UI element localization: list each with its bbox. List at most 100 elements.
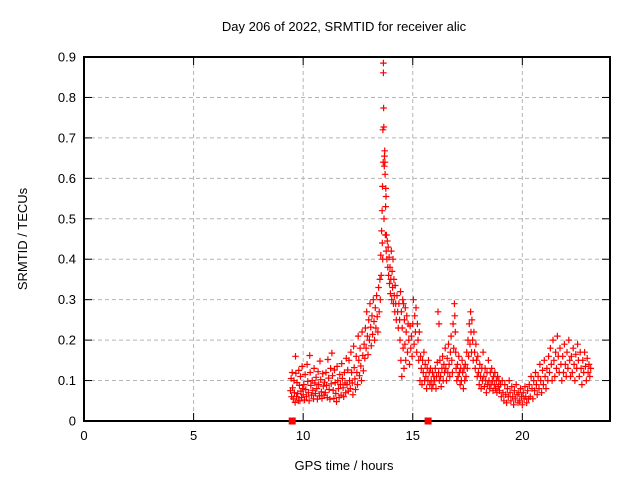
data-point xyxy=(451,300,458,307)
data-point xyxy=(471,348,478,356)
data-point xyxy=(375,308,383,316)
data-point xyxy=(386,264,394,271)
data-point xyxy=(531,387,538,394)
data-point xyxy=(568,353,575,360)
data-point xyxy=(382,185,390,192)
data-point xyxy=(358,328,366,336)
data-point xyxy=(354,381,361,388)
data-point xyxy=(508,383,516,390)
chart-title: Day 206 of 2022, SRMTID for receiver ali… xyxy=(222,19,467,34)
data-point xyxy=(538,389,545,396)
data-point xyxy=(388,296,395,303)
data-point xyxy=(373,313,381,320)
axis-ticks xyxy=(83,56,610,422)
data-point xyxy=(292,353,299,360)
data-point xyxy=(336,371,344,378)
data-point xyxy=(422,373,430,380)
data-point xyxy=(298,363,306,370)
data-point xyxy=(345,357,353,364)
data-point xyxy=(571,377,579,384)
data-point xyxy=(402,328,410,336)
data-point xyxy=(329,372,336,379)
data-point xyxy=(410,340,418,348)
data-point xyxy=(579,357,587,364)
tick-labels: 0 5 10 15 20 0 0.1 0.2 0.3 0.4 0.5 0.6 0.7 0.8 0.9 xyxy=(58,50,530,444)
data-point xyxy=(443,377,450,384)
data-point xyxy=(536,361,544,368)
data-point xyxy=(362,344,370,352)
data-point xyxy=(475,381,483,388)
data-point xyxy=(334,377,342,384)
data-point xyxy=(572,351,580,358)
y-tick-label: 0.8 xyxy=(58,90,76,105)
y-tick-label: 0.6 xyxy=(58,171,76,186)
data-point xyxy=(381,171,389,178)
data-point xyxy=(339,384,347,392)
y-axis-label: SRMTID / TECUs xyxy=(15,187,30,290)
data-point xyxy=(563,348,571,356)
data-point xyxy=(404,348,411,356)
data-point xyxy=(410,296,417,303)
data-point xyxy=(491,369,499,376)
data-point xyxy=(364,351,372,358)
data-point xyxy=(578,381,586,388)
plot-border-rect xyxy=(83,56,611,422)
data-point xyxy=(421,361,429,368)
data-point xyxy=(289,384,296,392)
data-point xyxy=(550,357,558,364)
data-point xyxy=(351,375,359,383)
data-point xyxy=(413,348,420,356)
data-point xyxy=(470,328,478,336)
data-point xyxy=(552,348,559,356)
data-point xyxy=(581,348,588,356)
data-point xyxy=(476,361,484,368)
data-point xyxy=(532,369,539,376)
data-point xyxy=(306,352,313,359)
data-point xyxy=(383,231,390,239)
data-point xyxy=(347,348,355,356)
x-tick-label: 10 xyxy=(296,428,310,443)
data-point xyxy=(545,353,552,360)
data-point xyxy=(340,393,347,400)
data-point xyxy=(335,385,342,392)
data-point xyxy=(523,399,530,407)
data-point xyxy=(548,361,555,368)
data-point xyxy=(325,386,333,393)
data-point xyxy=(400,365,408,372)
data-point xyxy=(360,340,368,348)
data-point xyxy=(586,373,594,380)
gridlines xyxy=(84,57,610,421)
data-point xyxy=(312,390,319,397)
data-point xyxy=(465,353,472,360)
data-points xyxy=(287,59,594,425)
data-point xyxy=(414,320,421,328)
data-point xyxy=(385,253,393,261)
data-point xyxy=(436,357,444,364)
data-point xyxy=(460,385,467,392)
data-point xyxy=(503,399,510,407)
data-point xyxy=(332,390,340,397)
data-point xyxy=(373,292,380,299)
data-point xyxy=(314,368,322,375)
data-point xyxy=(344,366,351,374)
data-point xyxy=(310,365,318,372)
data-point xyxy=(291,389,298,396)
data-point xyxy=(543,365,551,372)
data-point xyxy=(445,361,453,368)
data-point xyxy=(377,296,384,303)
data-point xyxy=(349,391,357,398)
data-point xyxy=(587,365,594,372)
data-point xyxy=(380,215,388,223)
data-point xyxy=(317,376,324,383)
x-tick-label: 5 xyxy=(190,428,197,443)
data-point xyxy=(417,353,424,360)
data-point xyxy=(517,385,524,392)
data-point xyxy=(583,355,591,362)
data-point xyxy=(378,207,386,214)
data-point xyxy=(378,227,385,235)
data-point xyxy=(366,300,374,307)
data-point xyxy=(435,369,442,376)
data-point xyxy=(315,381,322,388)
